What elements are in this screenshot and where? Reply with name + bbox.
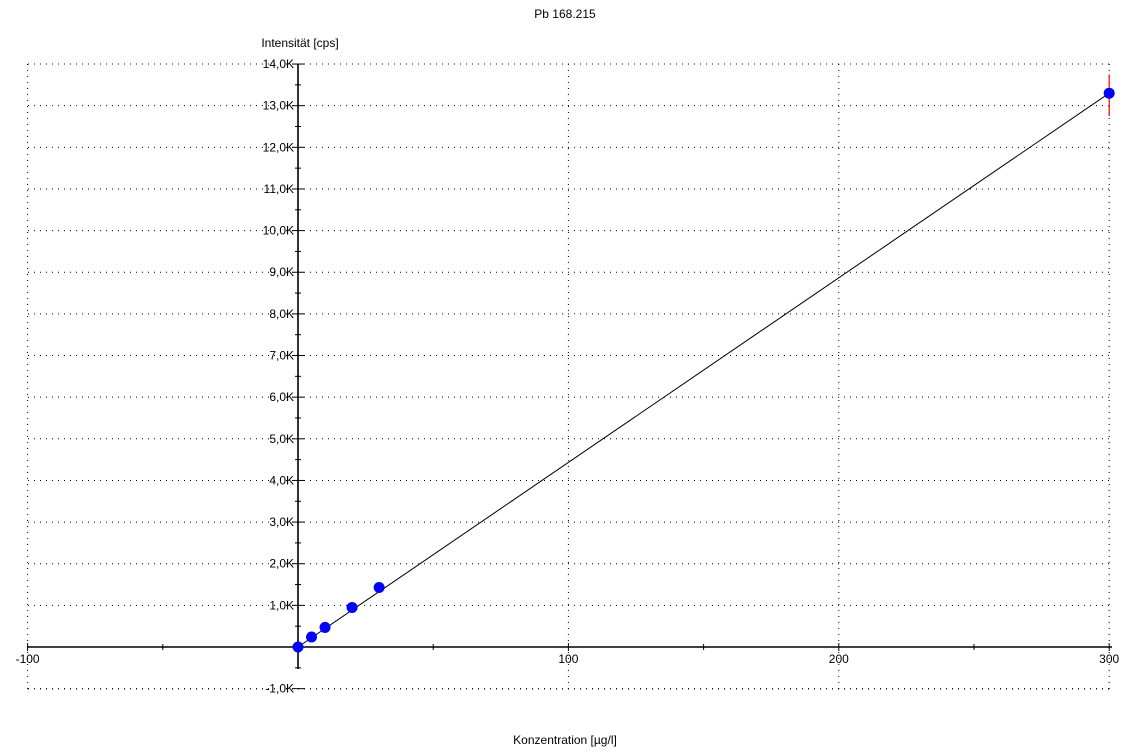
y-tick-label: 4,0K: [269, 473, 294, 487]
y-tick-label: 1,0K: [269, 598, 294, 612]
data-point: [346, 601, 358, 613]
x-tick-label: 200: [829, 652, 849, 666]
y-tick-label: 10,0K: [263, 224, 294, 238]
y-tick-label: 8,0K: [269, 307, 294, 321]
y-tick-label: -1,0K: [265, 682, 294, 696]
y-tick-label: 5,0K: [269, 432, 294, 446]
data-point: [319, 621, 331, 633]
x-axis-label: Konzentration [µg/l]: [513, 733, 617, 747]
data-point: [292, 641, 304, 653]
y-tick-label: 12,0K: [263, 140, 294, 154]
fit-line: [297, 92, 1110, 648]
y-tick-label: 3,0K: [269, 515, 294, 529]
fit-line-group: [297, 92, 1110, 648]
y-tick-label: 13,0K: [263, 99, 294, 113]
y-axis-label: Intensität [cps]: [261, 36, 338, 50]
data-point: [306, 631, 318, 643]
y-tick-label: 7,0K: [269, 349, 294, 363]
data-points: [292, 87, 1115, 653]
y-tick-label: 2,0K: [269, 557, 294, 571]
data-point: [373, 581, 385, 593]
grid-lines: [27, 63, 1112, 690]
axes: [28, 64, 1112, 669]
y-tick-label: 11,0K: [264, 182, 294, 196]
y-tick-label: 9,0K: [269, 265, 294, 279]
y-tick-label: 6,0K: [269, 390, 294, 404]
chart-title: Pb 168.215: [534, 7, 596, 21]
x-tick-label: 100: [558, 652, 578, 666]
x-tick-label: -100: [16, 652, 40, 666]
data-point: [1103, 87, 1115, 99]
y-tick-label: 14,0K: [263, 57, 294, 71]
tick-labels: -100 100 200 300 -1,0K 1,0K 2,0K 3,0K 4,0K 5,0K 6,…: [16, 57, 1120, 696]
x-tick-label: 300: [1099, 652, 1119, 666]
